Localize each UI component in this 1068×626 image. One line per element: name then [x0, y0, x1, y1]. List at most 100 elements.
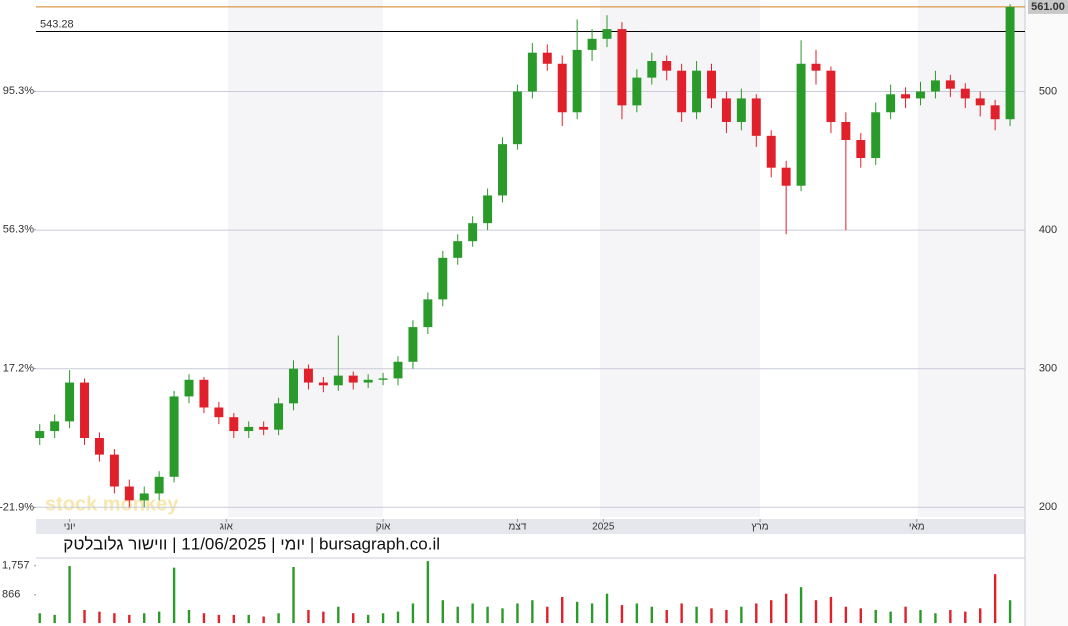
volume-bar [979, 608, 982, 623]
volume-bar [202, 613, 206, 623]
candle-body [483, 195, 493, 224]
volume-bar [217, 614, 221, 623]
volume-bar [993, 574, 997, 623]
volume-bar [575, 601, 579, 623]
volume-bar [441, 600, 444, 623]
volume-bar [516, 603, 519, 623]
candle-body [572, 49, 582, 113]
x-tick-label: 2025 [592, 522, 615, 533]
candle-body [916, 91, 925, 99]
volume-bar [770, 600, 773, 623]
volume-bar [725, 609, 728, 623]
candle-body [721, 98, 731, 122]
candle-body [229, 417, 239, 432]
candle-body [35, 431, 45, 438]
candle-body [930, 80, 940, 92]
candle-body [856, 139, 866, 159]
candle-body [796, 63, 806, 186]
candle-body [184, 379, 194, 397]
candle-body [1005, 6, 1015, 120]
volume-bar [262, 616, 265, 623]
candle-body [139, 493, 149, 501]
y2-tick-label: 56.3% [3, 224, 34, 236]
candle-body [587, 38, 597, 50]
chart-title: יומי | 11/06/2025 | ווישור גלובלטק | bur… [63, 534, 440, 553]
x-tick-label: דצמ [509, 522, 527, 533]
volume-bar [665, 609, 668, 623]
volume-bar [964, 611, 967, 623]
x-tick-label: יוני [64, 522, 76, 533]
volume-bar [352, 613, 355, 623]
volume-bar [98, 611, 101, 623]
volume-bar [381, 613, 385, 623]
volume-bar [531, 600, 534, 623]
volume-bar [650, 606, 653, 623]
candle-body [707, 70, 716, 99]
candle-body [960, 88, 970, 99]
candle-body [945, 80, 955, 89]
x-tick-label: מרץ [751, 522, 768, 533]
volume-bar [232, 614, 235, 623]
volume-bar [605, 593, 609, 623]
y2-tick-label: 95.3% [3, 85, 34, 97]
candle-body [244, 426, 254, 432]
candle-body [333, 375, 343, 386]
volume-bar [635, 603, 639, 623]
volume-bar [799, 587, 803, 623]
candle-body [871, 112, 881, 159]
candle-body [408, 327, 418, 362]
candle-body [602, 29, 612, 39]
x-tick-label: אוק [376, 522, 391, 533]
volume-bar [337, 606, 340, 623]
candle-body [423, 299, 433, 328]
volume-bar [919, 609, 922, 623]
candle-body [303, 368, 313, 383]
volume-bar [322, 611, 325, 623]
candle-body [527, 52, 537, 92]
candle-body [617, 29, 627, 106]
right-axis-area [1025, 0, 1068, 626]
candle-body [512, 91, 522, 145]
volume-bar [486, 606, 489, 623]
volume-bar [590, 603, 594, 623]
candle-body [453, 241, 463, 258]
y-tick-label: 500 [1039, 85, 1057, 97]
volume-bar [247, 614, 250, 623]
volume-bar [814, 600, 818, 623]
candle-body [214, 407, 224, 418]
volume-bar [620, 605, 624, 623]
candle-body [632, 77, 642, 106]
candle-body [438, 257, 448, 300]
candle-body [289, 368, 298, 404]
volume-bar [844, 606, 848, 623]
volume-bar [710, 608, 713, 623]
candle-body [766, 135, 776, 168]
reference-label: 543.28 [40, 18, 74, 30]
volume-bar [1008, 600, 1012, 623]
candle-body [781, 167, 791, 186]
volume-bar [396, 611, 400, 623]
volume-bar [546, 606, 549, 623]
candle-body [259, 426, 269, 430]
volume-bar [740, 606, 743, 623]
volume-bar [83, 609, 86, 623]
volume-bar [426, 561, 430, 623]
candle-body [901, 94, 911, 99]
candle-body [692, 70, 702, 113]
volume-bar [366, 614, 370, 623]
volume-bar [561, 596, 564, 623]
volume-bar [187, 609, 191, 623]
candle-body [393, 361, 403, 379]
candle-body [811, 63, 821, 71]
volume-tick-label: 866 [2, 589, 20, 601]
candle-body [378, 378, 388, 380]
candle-body [318, 382, 328, 386]
volume-bar [113, 613, 116, 623]
volume-bar [38, 613, 41, 623]
x-tick-label: אוג [220, 522, 234, 533]
volume-bar [277, 613, 280, 623]
y-tick-label: 300 [1039, 363, 1057, 375]
candle-body [751, 98, 761, 136]
volume-bar [680, 603, 683, 623]
